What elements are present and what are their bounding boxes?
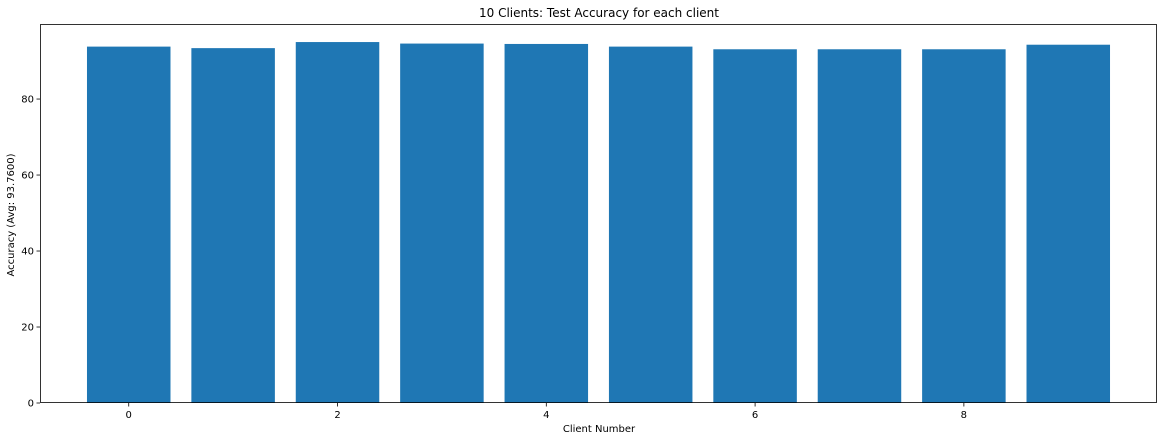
x-tick-label: 2 <box>334 410 340 421</box>
bar-client-3 <box>400 43 484 403</box>
x-tick-label: 0 <box>126 410 132 421</box>
bar-client-6 <box>713 49 797 404</box>
y-tick-label: 40 <box>21 247 34 258</box>
y-axis-label: Accuracy (Avg: 93.7600) <box>6 153 17 276</box>
bar-client-2 <box>295 42 380 404</box>
x-tick-label: 4 <box>543 410 549 421</box>
bar-client-1 <box>191 48 275 403</box>
y-tick-label: 60 <box>21 171 34 182</box>
x-tick-label: 6 <box>752 410 758 421</box>
x-tick-label: 8 <box>961 410 967 421</box>
bar-client-0 <box>86 46 171 404</box>
bar-client-8 <box>922 49 1006 404</box>
bar-client-5 <box>608 46 693 404</box>
y-tick-label: 80 <box>21 95 34 106</box>
y-tick-label: 0 <box>28 399 34 410</box>
bar-client-9 <box>1026 44 1111 404</box>
axes-frame <box>40 24 1157 403</box>
y-tick-label: 20 <box>21 323 34 334</box>
chart-title: 10 Clients: Test Accuracy for each clien… <box>479 6 719 20</box>
bar-client-4 <box>504 43 589 403</box>
x-axis-label: Client Number <box>563 424 636 435</box>
bar-client-7 <box>817 49 902 404</box>
